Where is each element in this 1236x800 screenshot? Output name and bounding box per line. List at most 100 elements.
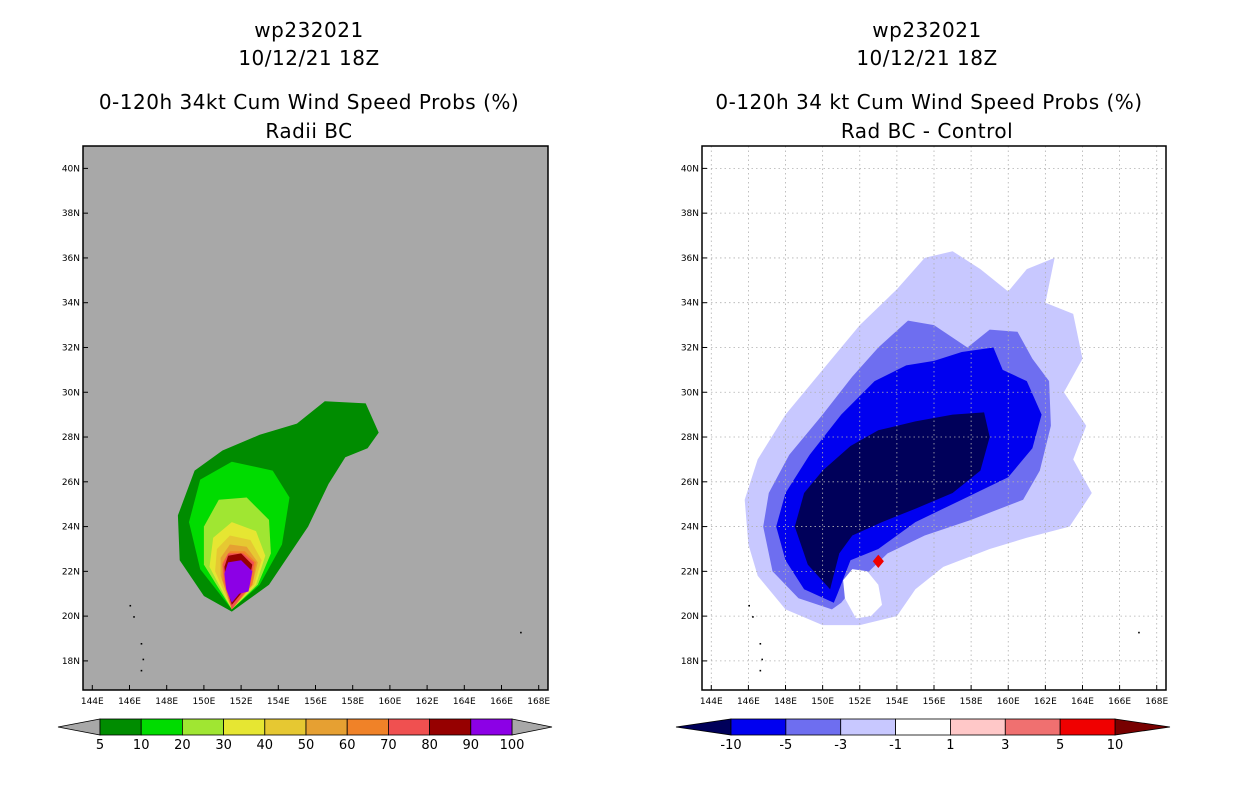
right-contour-1: [843, 569, 882, 619]
left-island: [520, 631, 522, 634]
right-colorbar-label: 5: [1056, 738, 1064, 753]
left-colorbar-label: 100: [500, 738, 525, 753]
left-title-line3: 0-120h 34kt Cum Wind Speed Probs (%): [98, 90, 520, 114]
right-x-tick-label: 166E: [1108, 697, 1131, 707]
left-island: [140, 642, 143, 645]
right-x-tick-label: 144E: [700, 697, 723, 707]
right-y-tick-label: 32N: [681, 343, 699, 353]
right-colorbar-left-arrow: [675, 718, 732, 736]
right-y-tick-label: 36N: [681, 254, 699, 264]
right-y-tick-label: 24N: [681, 523, 699, 533]
left-colorbar-label: 40: [257, 738, 274, 753]
right-y-tick-label: 22N: [681, 567, 699, 577]
left-y-tick-label: 34N: [62, 299, 80, 309]
right-x-tick-label: 152E: [848, 697, 871, 707]
left-colorbar-label: 80: [421, 738, 438, 753]
left-y-tick-label: 30N: [62, 388, 80, 398]
left-colorbar-label: 10: [133, 738, 150, 753]
left-colorbar-label: 20: [174, 738, 191, 753]
right-colorbar-box: [1059, 718, 1116, 736]
right-x-tick-label: 148E: [774, 697, 797, 707]
left-colorbar-label: 5: [96, 738, 104, 753]
left-probability-map: 144E 146E 148E 150E 152E 154E 156E 158E 160E 162E…: [57, 145, 553, 753]
left-x-tick-label: 156E: [304, 697, 327, 707]
right-y-tick-label: 28N: [681, 433, 699, 443]
right-y-tick-label: 40N: [681, 164, 699, 174]
right-y-tick-label: 20N: [681, 612, 699, 622]
right-x-tick-label: 164E: [1071, 697, 1094, 707]
left-colorbar-box: [470, 718, 513, 736]
left-title-line4: Radii BC: [265, 119, 353, 143]
right-x-tick-label: 160E: [997, 697, 1020, 707]
left-y-tick-label: 22N: [62, 567, 80, 577]
left-x-tick-label: 146E: [118, 697, 141, 707]
right-colorbar-box: [950, 718, 1006, 736]
right-colorbar-label: -5: [779, 738, 792, 753]
right-island: [1138, 631, 1140, 634]
left-x-tick-label: 158E: [341, 697, 364, 707]
right-title-line1: wp232021: [872, 18, 982, 42]
right-island: [748, 604, 750, 607]
left-y-tick-label: 28N: [62, 433, 80, 443]
left-y-tick-label: 24N: [62, 523, 80, 533]
left-colorbar-label: 60: [339, 738, 356, 753]
left-title-line1: wp232021: [254, 18, 364, 42]
right-title-line2: 10/12/21 18Z: [856, 46, 998, 70]
right-colorbar-label: 3: [1001, 738, 1009, 753]
left-y-tick-label: 36N: [62, 254, 80, 264]
right-colorbar-label: -3: [834, 738, 847, 753]
left-x-tick-label: 160E: [378, 697, 401, 707]
right-x-tick-label: 146E: [737, 697, 760, 707]
left-colorbar-label: 50: [298, 738, 315, 753]
left-island: [142, 658, 145, 661]
right-colorbar-label: 10: [1107, 738, 1124, 753]
left-island: [140, 669, 143, 672]
right-x-tick-label: 150E: [811, 697, 834, 707]
right-colorbar-box: [730, 718, 787, 736]
right-island: [752, 616, 754, 618]
left-y-tick-label: 40N: [62, 164, 80, 174]
left-x-tick-label: 168E: [527, 697, 550, 707]
right-x-tick-label: 158E: [960, 697, 983, 707]
right-contour--10: [794, 412, 990, 590]
left-colorbar-label: 90: [463, 738, 480, 753]
left-x-tick-label: 166E: [490, 697, 513, 707]
left-contour-90: [224, 560, 253, 603]
left-x-tick-label: 144E: [81, 697, 104, 707]
left-island: [129, 604, 132, 607]
left-x-tick-label: 162E: [416, 697, 439, 707]
right-y-tick-label: 30N: [681, 388, 699, 398]
right-title-line3: 0-120h 34 kt Cum Wind Speed Probs (%): [715, 90, 1143, 114]
right-island: [759, 642, 762, 645]
right-colorbar-box: [840, 718, 896, 736]
left-x-tick-label: 148E: [155, 697, 178, 707]
right-colorbar-right-arrow: [1114, 718, 1171, 736]
left-x-tick-label: 150E: [192, 697, 215, 707]
right-colorbar-box: [1004, 718, 1061, 736]
left-x-tick-label: 164E: [453, 697, 476, 707]
right-colorbar-box: [895, 718, 951, 736]
right-contour-5: [872, 554, 884, 568]
left-island: [133, 616, 135, 618]
right-x-tick-label: 162E: [1034, 697, 1057, 707]
left-y-tick-label: 20N: [62, 612, 80, 622]
right-x-tick-label: 156E: [923, 697, 946, 707]
left-colorbar-label: 70: [380, 738, 397, 753]
right-island: [761, 658, 763, 661]
right-y-tick-label: 38N: [681, 209, 699, 219]
left-y-tick-label: 38N: [62, 209, 80, 219]
left-title-line2: 10/12/21 18Z: [238, 46, 380, 70]
right-colorbar-box: [785, 718, 842, 736]
right-x-tick-label: 154E: [885, 697, 908, 707]
left-y-tick-label: 18N: [62, 657, 80, 667]
right-y-tick-label: 26N: [681, 478, 699, 488]
left-x-tick-label: 152E: [230, 697, 253, 707]
right-colorbar-label: -1: [889, 738, 902, 753]
right-title-line4: Rad BC - Control: [840, 119, 1014, 143]
left-x-tick-label: 154E: [267, 697, 290, 707]
right-colorbar-label: -10: [720, 738, 741, 753]
left-y-tick-label: 32N: [62, 343, 80, 353]
right-colorbar-label: 1: [946, 738, 954, 753]
right-x-tick-label: 168E: [1145, 697, 1168, 707]
